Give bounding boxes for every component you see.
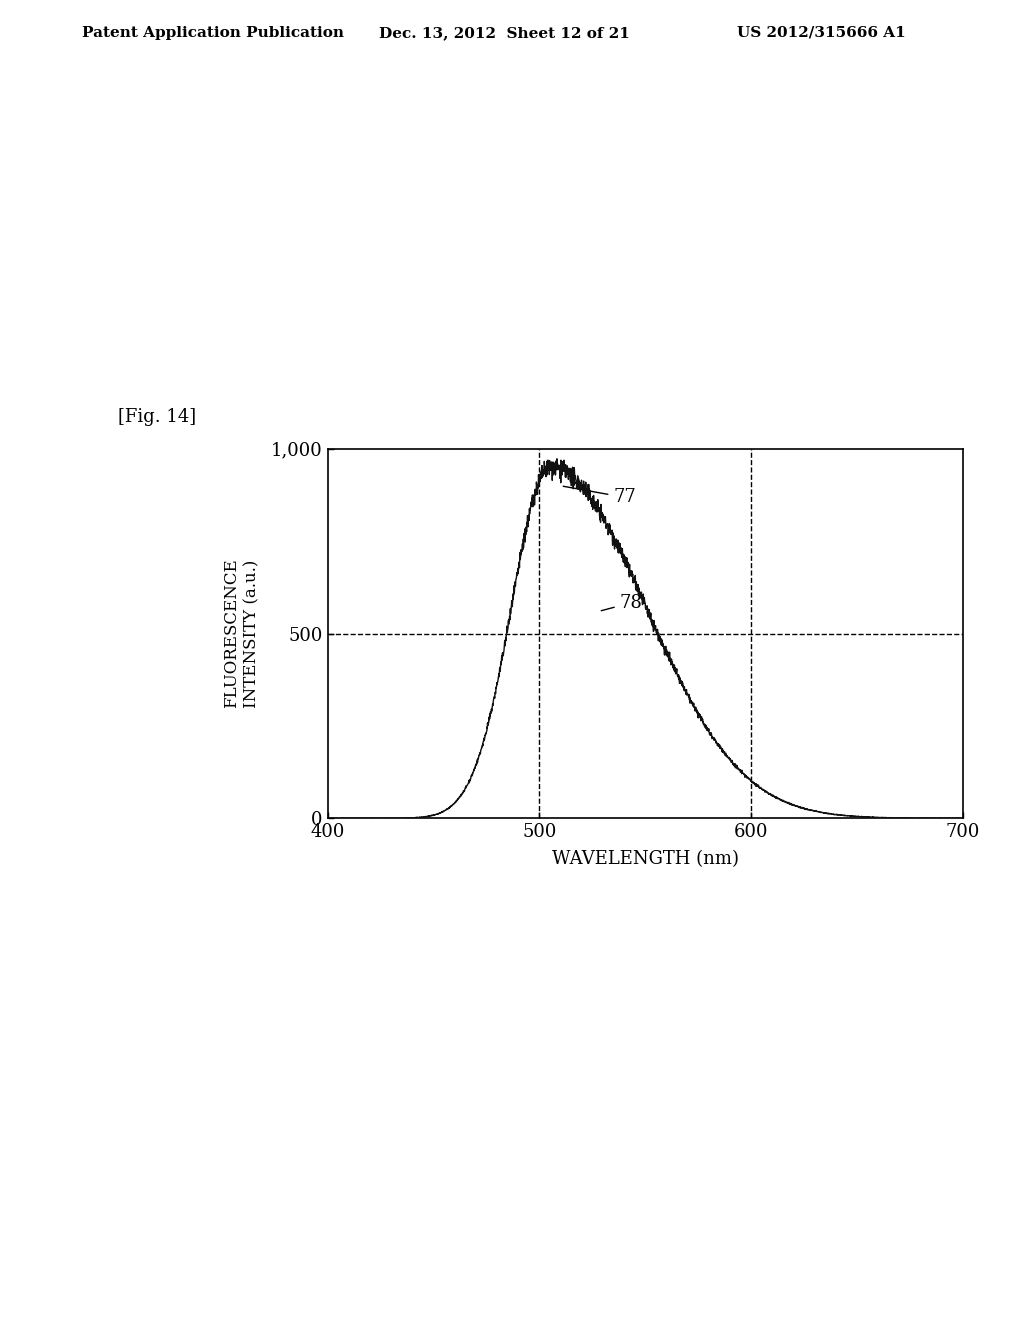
Text: US 2012/315666 A1: US 2012/315666 A1 [737, 26, 906, 40]
Text: 77: 77 [563, 486, 636, 507]
Y-axis label: FLUORESCENCE
INTENSITY (a.u.): FLUORESCENCE INTENSITY (a.u.) [223, 558, 260, 709]
Text: Patent Application Publication: Patent Application Publication [82, 26, 344, 40]
Text: [Fig. 14]: [Fig. 14] [118, 408, 196, 426]
Text: Dec. 13, 2012  Sheet 12 of 21: Dec. 13, 2012 Sheet 12 of 21 [379, 26, 630, 40]
X-axis label: WAVELENGTH (nm): WAVELENGTH (nm) [552, 850, 738, 867]
Text: 78: 78 [601, 594, 643, 611]
